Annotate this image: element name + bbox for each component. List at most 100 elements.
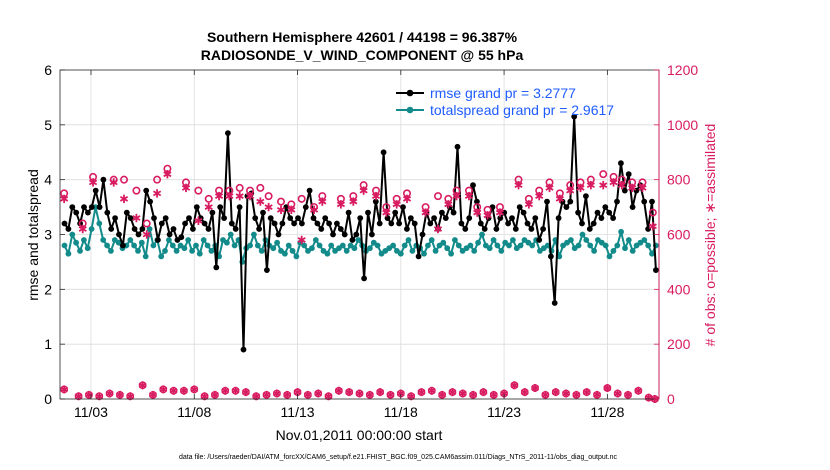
- rmse-point: [186, 215, 192, 222]
- obs-low-assimilated-marker-stroke: [200, 393, 209, 400]
- obs-low-assimilated-marker-stroke: [624, 392, 632, 398]
- obs-assimilated-marker: [152, 189, 162, 198]
- obs-assimilated-marker-stroke: [78, 226, 87, 232]
- obs-assimilated-marker-stroke: [225, 193, 234, 199]
- rmse-point: [376, 220, 383, 227]
- obs-assimilated-marker: [473, 208, 482, 217]
- obs-possible-marker: [297, 194, 306, 203]
- y-left-tick-label: 6: [44, 62, 52, 78]
- rmse-point: [404, 226, 410, 232]
- rmse-point: [625, 171, 632, 178]
- obs-assimilated-marker-stroke: [421, 209, 430, 216]
- obs-assimilated-marker-stroke: [181, 185, 191, 191]
- rmse-point: [380, 149, 387, 156]
- obs-low-assimilated-marker: [365, 390, 374, 399]
- obs-assimilated-marker: [181, 183, 191, 193]
- rmse-point: [334, 220, 340, 227]
- chart-title-line-1: Southern Hemisphere 42601 / 44198 = 96.3…: [207, 29, 518, 45]
- rmse-point: [236, 204, 243, 211]
- rmse-point: [536, 237, 543, 243]
- rmse-point: [493, 226, 500, 232]
- chart-title-line-2: RADIOSONDE_V_WIND_COMPONENT @ 55 hPa: [201, 47, 524, 63]
- obs-assimilated-marker-stroke: [256, 198, 265, 205]
- totalspread-point: [606, 253, 613, 260]
- axes: 11/03 11/08 11/13 11/18 11/23 11/28 0 1 2 3 4 5 6 0 20…: [44, 62, 698, 420]
- rmse-point: [575, 209, 581, 216]
- totalspread-point: [270, 245, 277, 252]
- totalspread-point: [328, 242, 335, 249]
- rmse-point: [341, 231, 348, 238]
- rmse-point: [361, 275, 367, 282]
- totalspread-point: [397, 250, 404, 257]
- y-left-tick-label: 2: [44, 281, 52, 297]
- obs-assimilated-marker-stroke: [349, 198, 358, 205]
- obs-low-assimilated-marker-stroke: [427, 387, 436, 394]
- rmse-point: [586, 226, 593, 232]
- obs-low-assimilated-marker: [469, 390, 478, 399]
- totalspread-point: [69, 231, 76, 238]
- obs-low-assimilated-marker-stroke: [272, 390, 281, 397]
- obs-assimilated-marker: [514, 180, 523, 190]
- rmse-point: [594, 209, 601, 216]
- y-right-tick-label: 1200: [667, 62, 698, 78]
- rmse-point: [337, 226, 344, 232]
- rmse-point: [271, 220, 278, 227]
- rmse-point: [213, 264, 220, 271]
- totalspread-point: [309, 245, 315, 252]
- rmse-point: [264, 267, 270, 273]
- obs-assimilated-marker-stroke: [535, 193, 544, 199]
- rmse-point: [392, 209, 399, 216]
- rmse-point: [225, 130, 231, 137]
- obs-assimilated-marker-stroke: [392, 201, 401, 208]
- rmse-point: [260, 209, 266, 216]
- rmse-point: [532, 215, 539, 222]
- obs-low-assimilated-marker: [115, 390, 124, 399]
- totalspread-point: [142, 253, 149, 260]
- obs-low-assimilated-marker-stroke: [180, 387, 188, 394]
- obs-low-assimilated-marker: [593, 390, 601, 399]
- y-left-tick-label: 0: [44, 391, 52, 407]
- totalspread-point: [390, 242, 396, 249]
- obs-assimilated-marker-stroke: [109, 179, 118, 186]
- obs-low-assimilated-marker-stroke: [74, 393, 83, 400]
- obs-low-assimilated-marker: [531, 384, 539, 393]
- rmse-point: [555, 215, 562, 222]
- rmse-point: [190, 226, 196, 232]
- rmse-point: [369, 231, 375, 238]
- obs-assimilated-marker-stroke: [60, 195, 69, 202]
- obs-assimilated-marker-stroke: [545, 185, 554, 191]
- totalspread-point: [498, 248, 505, 254]
- obs-count-markers: [60, 164, 659, 403]
- x-tick-label: 11/23: [487, 404, 521, 420]
- rmse-point: [345, 209, 352, 216]
- rmse-point: [516, 204, 523, 211]
- obs-assimilated-marker-stroke: [152, 190, 162, 197]
- totalspread-point: [401, 242, 408, 249]
- obs-low-assimilated-marker-stroke: [541, 392, 550, 398]
- y-right-tick-label: 200: [667, 336, 691, 352]
- totalspread-point: [425, 242, 431, 249]
- rmse-point: [232, 226, 239, 232]
- rmse-point: [649, 198, 655, 205]
- totalspread-point: [88, 226, 95, 232]
- obs-possible-marker: [120, 175, 129, 184]
- rmse-point: [178, 234, 185, 241]
- totalspread-point: [510, 237, 516, 243]
- rmse-point: [415, 253, 422, 260]
- rmse-point: [653, 267, 659, 273]
- obs-assimilated-marker: [524, 200, 533, 209]
- totalspread-point: [138, 239, 145, 246]
- rmse-point: [228, 220, 235, 227]
- totalspread-point: [575, 242, 582, 249]
- rmse-point: [598, 215, 605, 222]
- obs-assimilated-marker: [628, 183, 637, 193]
- rmse-point: [400, 204, 406, 211]
- y-left-tick-label: 1: [44, 336, 52, 352]
- rmse-point: [477, 220, 484, 227]
- totalspread-point: [81, 237, 87, 243]
- obs-possible-marker: [648, 208, 657, 217]
- obs-assimilated-marker: [287, 205, 296, 215]
- rmse-point: [81, 204, 87, 211]
- obs-assimilated-marker-stroke: [483, 212, 492, 219]
